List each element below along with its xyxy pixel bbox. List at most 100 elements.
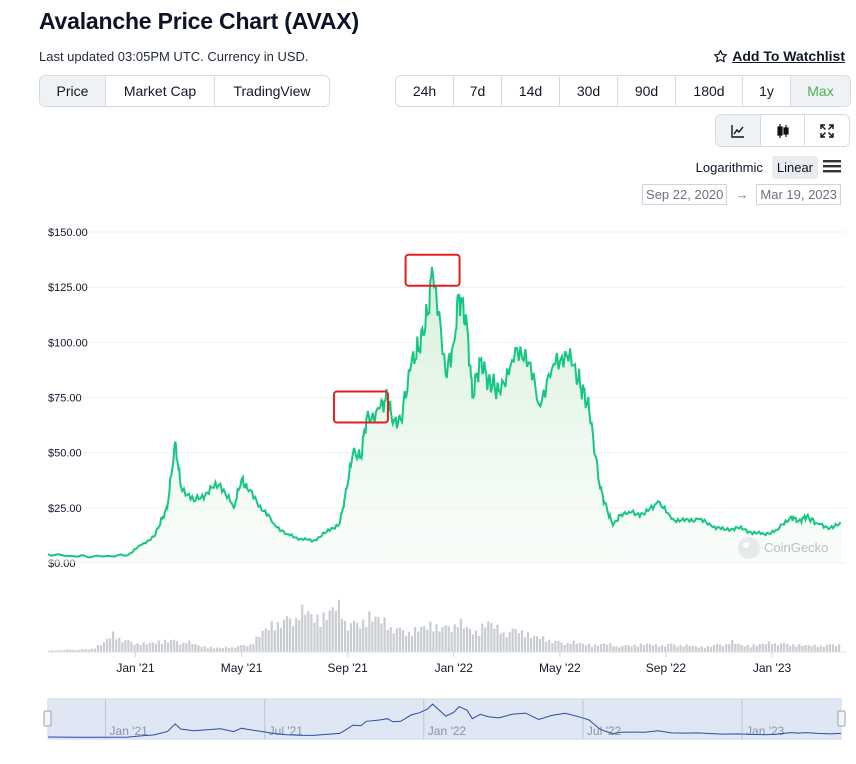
tab-price[interactable]: Price <box>40 76 106 106</box>
highlight-box <box>404 253 461 287</box>
time-range-tabs: 24h 7d 14d 30d 90d 180d 1y Max <box>395 75 851 107</box>
volume-bar <box>481 623 484 652</box>
volume-bar <box>499 633 502 652</box>
add-to-watchlist-link[interactable]: Add To Watchlist <box>713 48 845 64</box>
range-7d[interactable]: 7d <box>454 76 502 106</box>
volume-bar <box>96 645 99 652</box>
volume-bar <box>456 627 459 652</box>
volume-bar <box>365 627 368 652</box>
volume-bar <box>484 627 487 652</box>
volume-bar <box>209 646 212 652</box>
navigator-handle-left[interactable] <box>43 710 52 727</box>
volume-bar <box>307 611 310 652</box>
volume-bar <box>417 631 420 652</box>
x-tick-label: Jan '23 <box>753 661 792 675</box>
volume-bar <box>511 628 514 652</box>
volume-bar <box>115 639 118 652</box>
range-1y[interactable]: 1y <box>743 76 791 106</box>
volume-bar <box>819 645 822 652</box>
date-from-input[interactable]: Sep 22, 2020 <box>642 184 728 205</box>
volume-bar <box>575 643 578 652</box>
navigator-tick-label: Jul '21 <box>269 724 304 738</box>
range-180d[interactable]: 180d <box>676 76 743 106</box>
volume-bar <box>496 624 499 652</box>
volume-bar <box>828 644 831 652</box>
volume-bar <box>69 649 72 652</box>
volume-bar <box>93 648 96 652</box>
tab-market-cap[interactable]: Market Cap <box>106 76 215 106</box>
volume-bar <box>127 640 130 652</box>
x-tick-label: Sep '22 <box>646 661 687 675</box>
expand-button[interactable] <box>805 115 849 146</box>
volume-bar <box>346 630 350 652</box>
range-14d[interactable]: 14d <box>502 76 560 106</box>
volume-bar <box>435 624 438 652</box>
range-navigator[interactable]: Jan '21 Jul '21 Jan '22 Jul '22 Jan '23 <box>43 698 846 740</box>
volume-bar <box>462 628 465 652</box>
candlestick-button[interactable] <box>761 115 805 146</box>
line-chart-icon <box>731 124 744 138</box>
volume-bar <box>304 614 307 652</box>
volume-bar <box>404 635 408 652</box>
volume-bar <box>578 642 581 652</box>
tab-tradingview[interactable]: TradingView <box>233 83 311 99</box>
volume-bar <box>243 645 246 652</box>
volume-bar <box>523 637 526 652</box>
volume-bar <box>106 639 109 652</box>
volume-bar <box>288 618 292 652</box>
volume-bar <box>703 647 706 652</box>
volume-bar <box>468 628 472 652</box>
volume-bar <box>328 610 331 652</box>
volume-bar <box>331 607 334 652</box>
volume-bar <box>465 626 469 652</box>
range-max[interactable]: Max <box>791 76 850 106</box>
navigator-selection[interactable] <box>48 699 841 739</box>
volume-bar <box>319 627 322 652</box>
volume-bar <box>725 644 728 652</box>
volume-bar <box>142 642 145 652</box>
volume-bar <box>334 611 337 652</box>
volume-bar <box>545 641 548 652</box>
volume-bar <box>450 631 453 652</box>
scale-logarithmic[interactable]: Logarithmic <box>695 160 763 175</box>
range-90d[interactable]: 90d <box>618 76 676 106</box>
volume-bar <box>154 643 157 652</box>
volume-bar <box>563 644 566 652</box>
volume-bar <box>429 621 432 652</box>
volume-bar <box>694 646 697 652</box>
y-tick-label: $150.00 <box>48 227 88 239</box>
volume-bar <box>285 616 289 652</box>
range-24h[interactable]: 24h <box>396 76 454 106</box>
range-30d[interactable]: 30d <box>560 76 618 106</box>
volume-bar <box>731 640 734 652</box>
volume-bar <box>87 649 90 652</box>
volume-bar <box>770 644 774 652</box>
volume-bar <box>118 637 121 652</box>
date-to-input[interactable]: Mar 19, 2023 <box>756 184 841 205</box>
volume-bar <box>517 633 520 652</box>
line-chart-button[interactable] <box>716 115 761 146</box>
volume-bar <box>758 644 761 652</box>
volume-bar <box>636 646 639 652</box>
navigator-handle-right[interactable] <box>837 710 846 727</box>
volume-bar <box>679 645 682 652</box>
scale-linear[interactable]: Linear <box>771 156 818 179</box>
volume-bar <box>264 628 267 652</box>
navigator-tick-label: Jan '23 <box>746 724 785 738</box>
volume-bar <box>206 648 209 652</box>
volume-bars <box>48 599 841 652</box>
volume-bar <box>658 646 661 652</box>
volume-bar <box>182 642 185 652</box>
y-tick-label: $75.00 <box>48 393 82 405</box>
highlight-box <box>332 390 389 424</box>
x-axis: Jan '21 May '21 Sep '21 Jan '22 May '22 Sep '… <box>116 652 792 675</box>
volume-bar <box>554 641 557 652</box>
volume-bar <box>343 620 347 652</box>
volume-bar <box>691 645 694 652</box>
chart-menu-button[interactable] <box>822 158 842 177</box>
volume-bar <box>749 647 752 652</box>
volume-bar <box>420 627 423 652</box>
volume-bar <box>520 630 523 652</box>
volume-bar <box>502 632 505 652</box>
price-line <box>47 266 842 559</box>
